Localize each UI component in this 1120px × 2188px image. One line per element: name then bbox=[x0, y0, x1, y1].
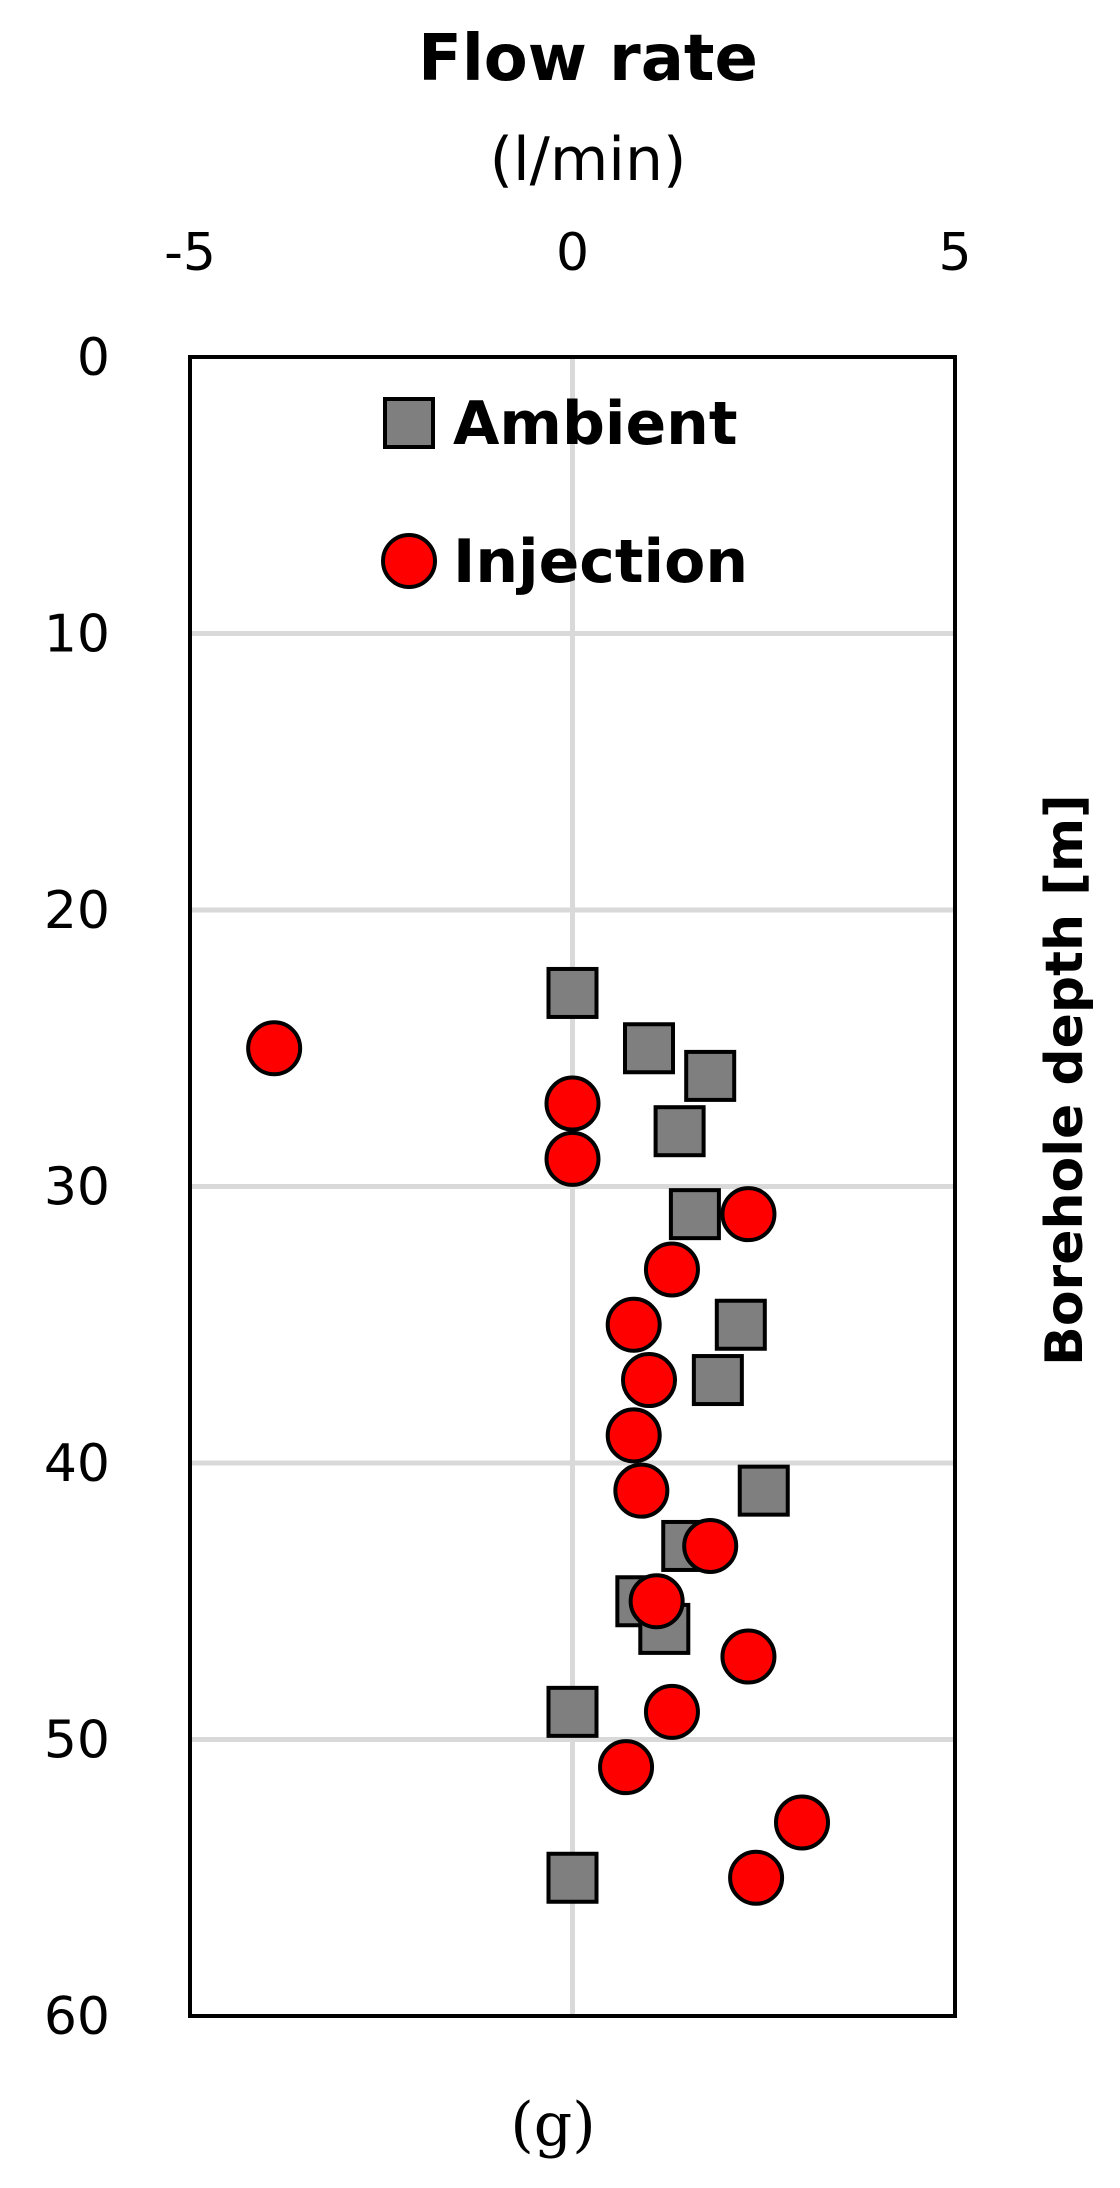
y-tick-label: 20 bbox=[44, 881, 110, 941]
y-tick-label: 0 bbox=[77, 328, 110, 388]
injection-point bbox=[643, 1683, 700, 1740]
legend: Ambient Injection bbox=[381, 389, 748, 597]
injection-point bbox=[720, 1628, 777, 1685]
injection-point bbox=[621, 1352, 677, 1409]
injection-point bbox=[682, 1517, 739, 1574]
injection-point bbox=[605, 1296, 662, 1353]
x-tick-label: 0 bbox=[556, 223, 589, 283]
ambient-point bbox=[668, 1188, 721, 1241]
y-tick-label: 30 bbox=[44, 1158, 110, 1218]
ambient-point bbox=[684, 1049, 737, 1102]
ambient-point bbox=[546, 966, 599, 1019]
plot-area-frame bbox=[188, 355, 957, 2018]
injection-point bbox=[544, 1075, 601, 1132]
y-tick-label: 40 bbox=[44, 1434, 110, 1494]
injection-point bbox=[544, 1130, 601, 1187]
legend-marker-injection bbox=[381, 533, 437, 589]
y-tick-label: 10 bbox=[44, 605, 110, 665]
ambient-point bbox=[546, 1685, 599, 1738]
ambient-point bbox=[623, 1022, 675, 1075]
injection-point bbox=[246, 1020, 303, 1077]
injection-point bbox=[613, 1462, 670, 1519]
x-axis-label: (l/min) bbox=[490, 125, 687, 195]
injection-point bbox=[605, 1407, 662, 1464]
injection-point bbox=[720, 1186, 777, 1243]
injection-point bbox=[628, 1573, 685, 1630]
ambient-point bbox=[737, 1464, 790, 1517]
chart-title: Flow rate bbox=[418, 22, 758, 96]
x-tick-label: -5 bbox=[164, 223, 216, 283]
ambient-point bbox=[546, 1851, 599, 1904]
legend-label-injection: Injection bbox=[453, 527, 748, 597]
ambient-point bbox=[653, 1105, 706, 1158]
y-tick-label: 50 bbox=[44, 1711, 110, 1771]
injection-point bbox=[728, 1849, 785, 1906]
ambient-point bbox=[691, 1354, 744, 1407]
injection-point bbox=[598, 1739, 655, 1796]
y-tick-label: 60 bbox=[44, 1987, 110, 2047]
injection-point bbox=[774, 1794, 830, 1851]
ambient-point bbox=[714, 1298, 767, 1351]
x-tick-label: 5 bbox=[938, 223, 971, 283]
legend-marker-ambient bbox=[383, 397, 435, 449]
figure-caption: (g) bbox=[510, 2090, 595, 2160]
y-axis-label: Borehole depth [m] bbox=[1035, 794, 1095, 1366]
data-markers bbox=[246, 966, 830, 1906]
injection-point bbox=[643, 1241, 700, 1298]
legend-label-ambient: Ambient bbox=[453, 389, 738, 459]
